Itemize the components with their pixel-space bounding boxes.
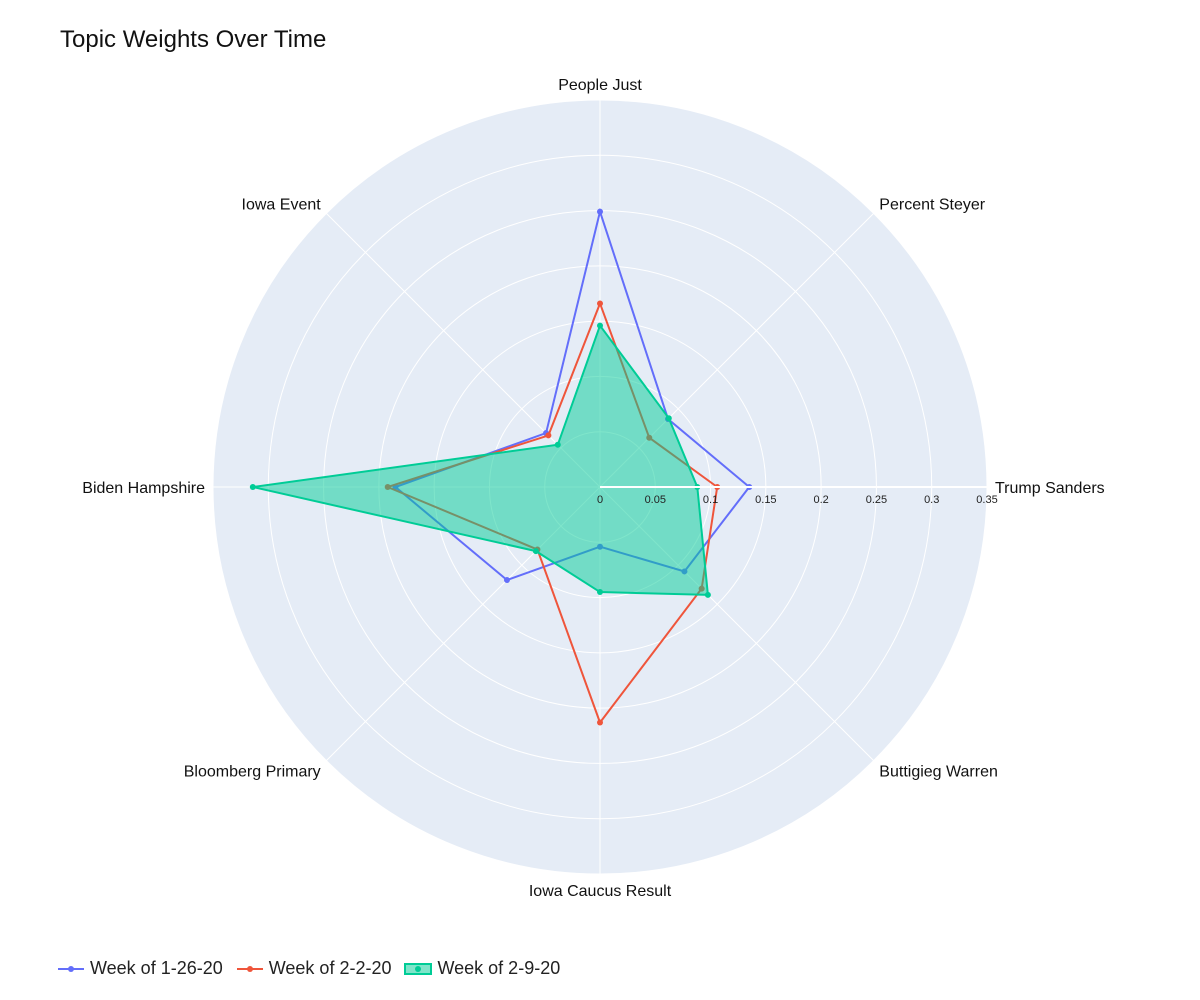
angular-label-2: People Just [558,77,642,94]
radial-ticks: 0 0.05 0.1 0.15 0.2 0.25 0.3 0.35 [597,486,998,506]
series-3-point-7 [704,591,711,598]
radial-tick-label-5: 0.25 [866,494,887,506]
angular-label-3: Iowa Event [242,197,322,214]
series-3-point-6 [597,589,603,596]
chart-title: Topic Weights Over Time [60,26,327,53]
legend-item-week-3[interactable]: Week of 2-9-20 [403,958,560,979]
radial-tick-label-4: 0.2 [813,494,828,506]
series-2-point-2 [597,300,603,307]
series-layer [249,208,753,726]
grid-spoke-3 [325,212,601,488]
radial-tick-label-1: 0.05 [645,494,666,506]
legend-label-week-2: Week of 2-2-20 [268,958,392,978]
legend-swatch-week-2 [236,965,263,972]
angular-label-1: Percent Steyer [879,197,986,214]
legend-label-week-3: Week of 2-9-20 [437,958,561,978]
radial-tick-label-2: 0.1 [703,494,718,506]
legend-label-week-1: Week of 1-26-20 [90,958,223,978]
series-1-point-5 [503,577,510,584]
series-2-point-3 [545,432,552,439]
angular-label-7: Buttigieg Warren [879,763,998,780]
series-3-point-2 [597,322,603,329]
series-2-point-6 [597,719,603,726]
angular-label-6: Iowa Caucus Result [529,883,672,900]
angular-label-4: Biden Hampshire [82,480,205,497]
angular-labels: Trump Sanders Percent Steyer People Just Io… [82,77,1104,900]
radial-tick-label-3: 0.15 [755,494,776,506]
angular-label-0: Trump Sanders [995,480,1105,497]
series-3-point-5 [532,548,539,555]
angular-label-5: Bloomberg Primary [184,763,321,780]
radial-tick-label-7: 0.35 [976,494,997,506]
series-3-point-3 [554,441,561,448]
legend-swatch-week-1 [58,965,84,972]
legend-swatch-week-3 [404,962,433,975]
legend-item-week-1[interactable]: Week of 1-26-20 [56,958,223,979]
radial-tick-label-6: 0.3 [924,494,939,506]
series-3-point-1 [665,415,672,422]
series-3-point-4 [249,484,256,490]
legend: Week of 1-26-20 Week of 2-2-20 Week of 2… [56,958,572,979]
radial-tick-label-0: 0 [597,494,603,506]
series-1-point-2 [597,208,603,215]
legend-item-week-2[interactable]: Week of 2-2-20 [235,958,392,979]
